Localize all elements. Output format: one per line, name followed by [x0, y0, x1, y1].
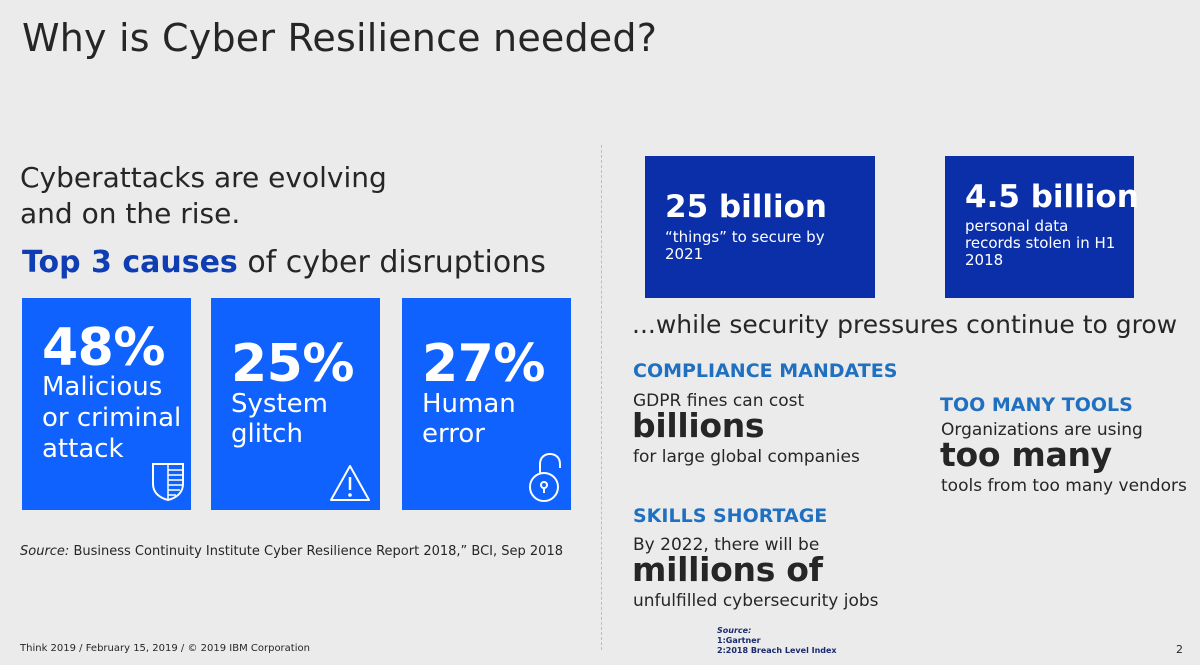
headline: Cyberattacks are evolving and on the ris… [20, 160, 387, 232]
cause-label-line-1: Human [422, 389, 516, 419]
stat-line-3: 2018 [965, 251, 1004, 269]
source-label: Source: [20, 544, 70, 559]
footnote-1: 1:Gartner [717, 636, 761, 645]
skills-line-2: unfulfilled cybersecurity jobs [633, 591, 879, 611]
stat-big: 4.5 billion [965, 179, 1139, 215]
shield-icon [152, 463, 184, 502]
cause-percent: 27% [422, 334, 545, 394]
top3-heading: Top 3 causes of cyber disruptions [22, 245, 546, 280]
stat-line-1: “things” to secure by [665, 228, 825, 246]
top3-rest: of cyber disruptions [237, 245, 546, 280]
headline-line-2: and on the rise. [20, 197, 241, 230]
tools-line-2: tools from too many vendors [941, 476, 1187, 496]
column-divider [601, 145, 602, 650]
cause-card-human-error: 27% Human error [402, 298, 571, 510]
stat-line-1: personal data [965, 217, 1069, 235]
skills-line-1: By 2022, there will be [633, 535, 820, 555]
skills-heading: SKILLS SHORTAGE [633, 505, 828, 527]
stat-line-2: records stolen in H1 [965, 234, 1116, 252]
cause-card-malicious: 48% Malicious or criminal attack [22, 298, 191, 510]
compliance-heading: COMPLIANCE MANDATES [633, 360, 898, 382]
warning-icon [330, 465, 370, 501]
tools-line-1: Organizations are using [941, 420, 1143, 440]
compliance-line-2: for large global companies [633, 447, 860, 467]
cause-percent: 48% [42, 318, 165, 378]
tools-big: too many [940, 435, 1112, 474]
source-text: Business Continuity Institute Cyber Resi… [69, 544, 563, 559]
footnote-label: Source: [717, 626, 752, 635]
left-source: Source: Business Continuity Institute Cy… [20, 544, 563, 559]
cause-label-line-2: glitch [231, 419, 303, 449]
cause-card-system-glitch: 25% System glitch [211, 298, 380, 510]
cause-label-line-3: attack [42, 434, 124, 464]
headline-line-1: Cyberattacks are evolving [20, 161, 387, 194]
compliance-big: billions [632, 406, 765, 445]
page-number: 2 [1176, 643, 1183, 656]
cause-label-line-2: or criminal [42, 403, 182, 433]
tools-heading: TOO MANY TOOLS [940, 394, 1133, 416]
stat-big: 25 billion [665, 189, 827, 225]
footnote-2: 2:2018 Breach Level Index [717, 646, 837, 655]
cause-label-line-1: Malicious [42, 372, 163, 402]
cause-label-line-1: System [231, 389, 328, 419]
unlock-icon [529, 452, 561, 502]
stat-line-2: 2021 [665, 245, 704, 263]
stat-box-records: 4.5 billion personal data records stolen… [945, 156, 1139, 298]
stat-box-things: 25 billion “things” to secure by 2021 [645, 156, 875, 298]
pressures-heading: ...while security pressures continue to … [632, 310, 1178, 339]
top3-highlight: Top 3 causes [22, 245, 238, 280]
cause-percent: 25% [231, 334, 354, 394]
compliance-line-1: GDPR fines can cost [633, 391, 805, 411]
footer-text: Think 2019 / February 15, 2019 / © 2019 … [20, 643, 310, 654]
cause-label-line-2: error [422, 419, 485, 449]
skills-big: millions of [632, 550, 823, 589]
footnote-sources: Source: 1:Gartner 2:2018 Breach Level In… [717, 626, 837, 656]
slide-title: Why is Cyber Resilience needed? [22, 16, 658, 60]
